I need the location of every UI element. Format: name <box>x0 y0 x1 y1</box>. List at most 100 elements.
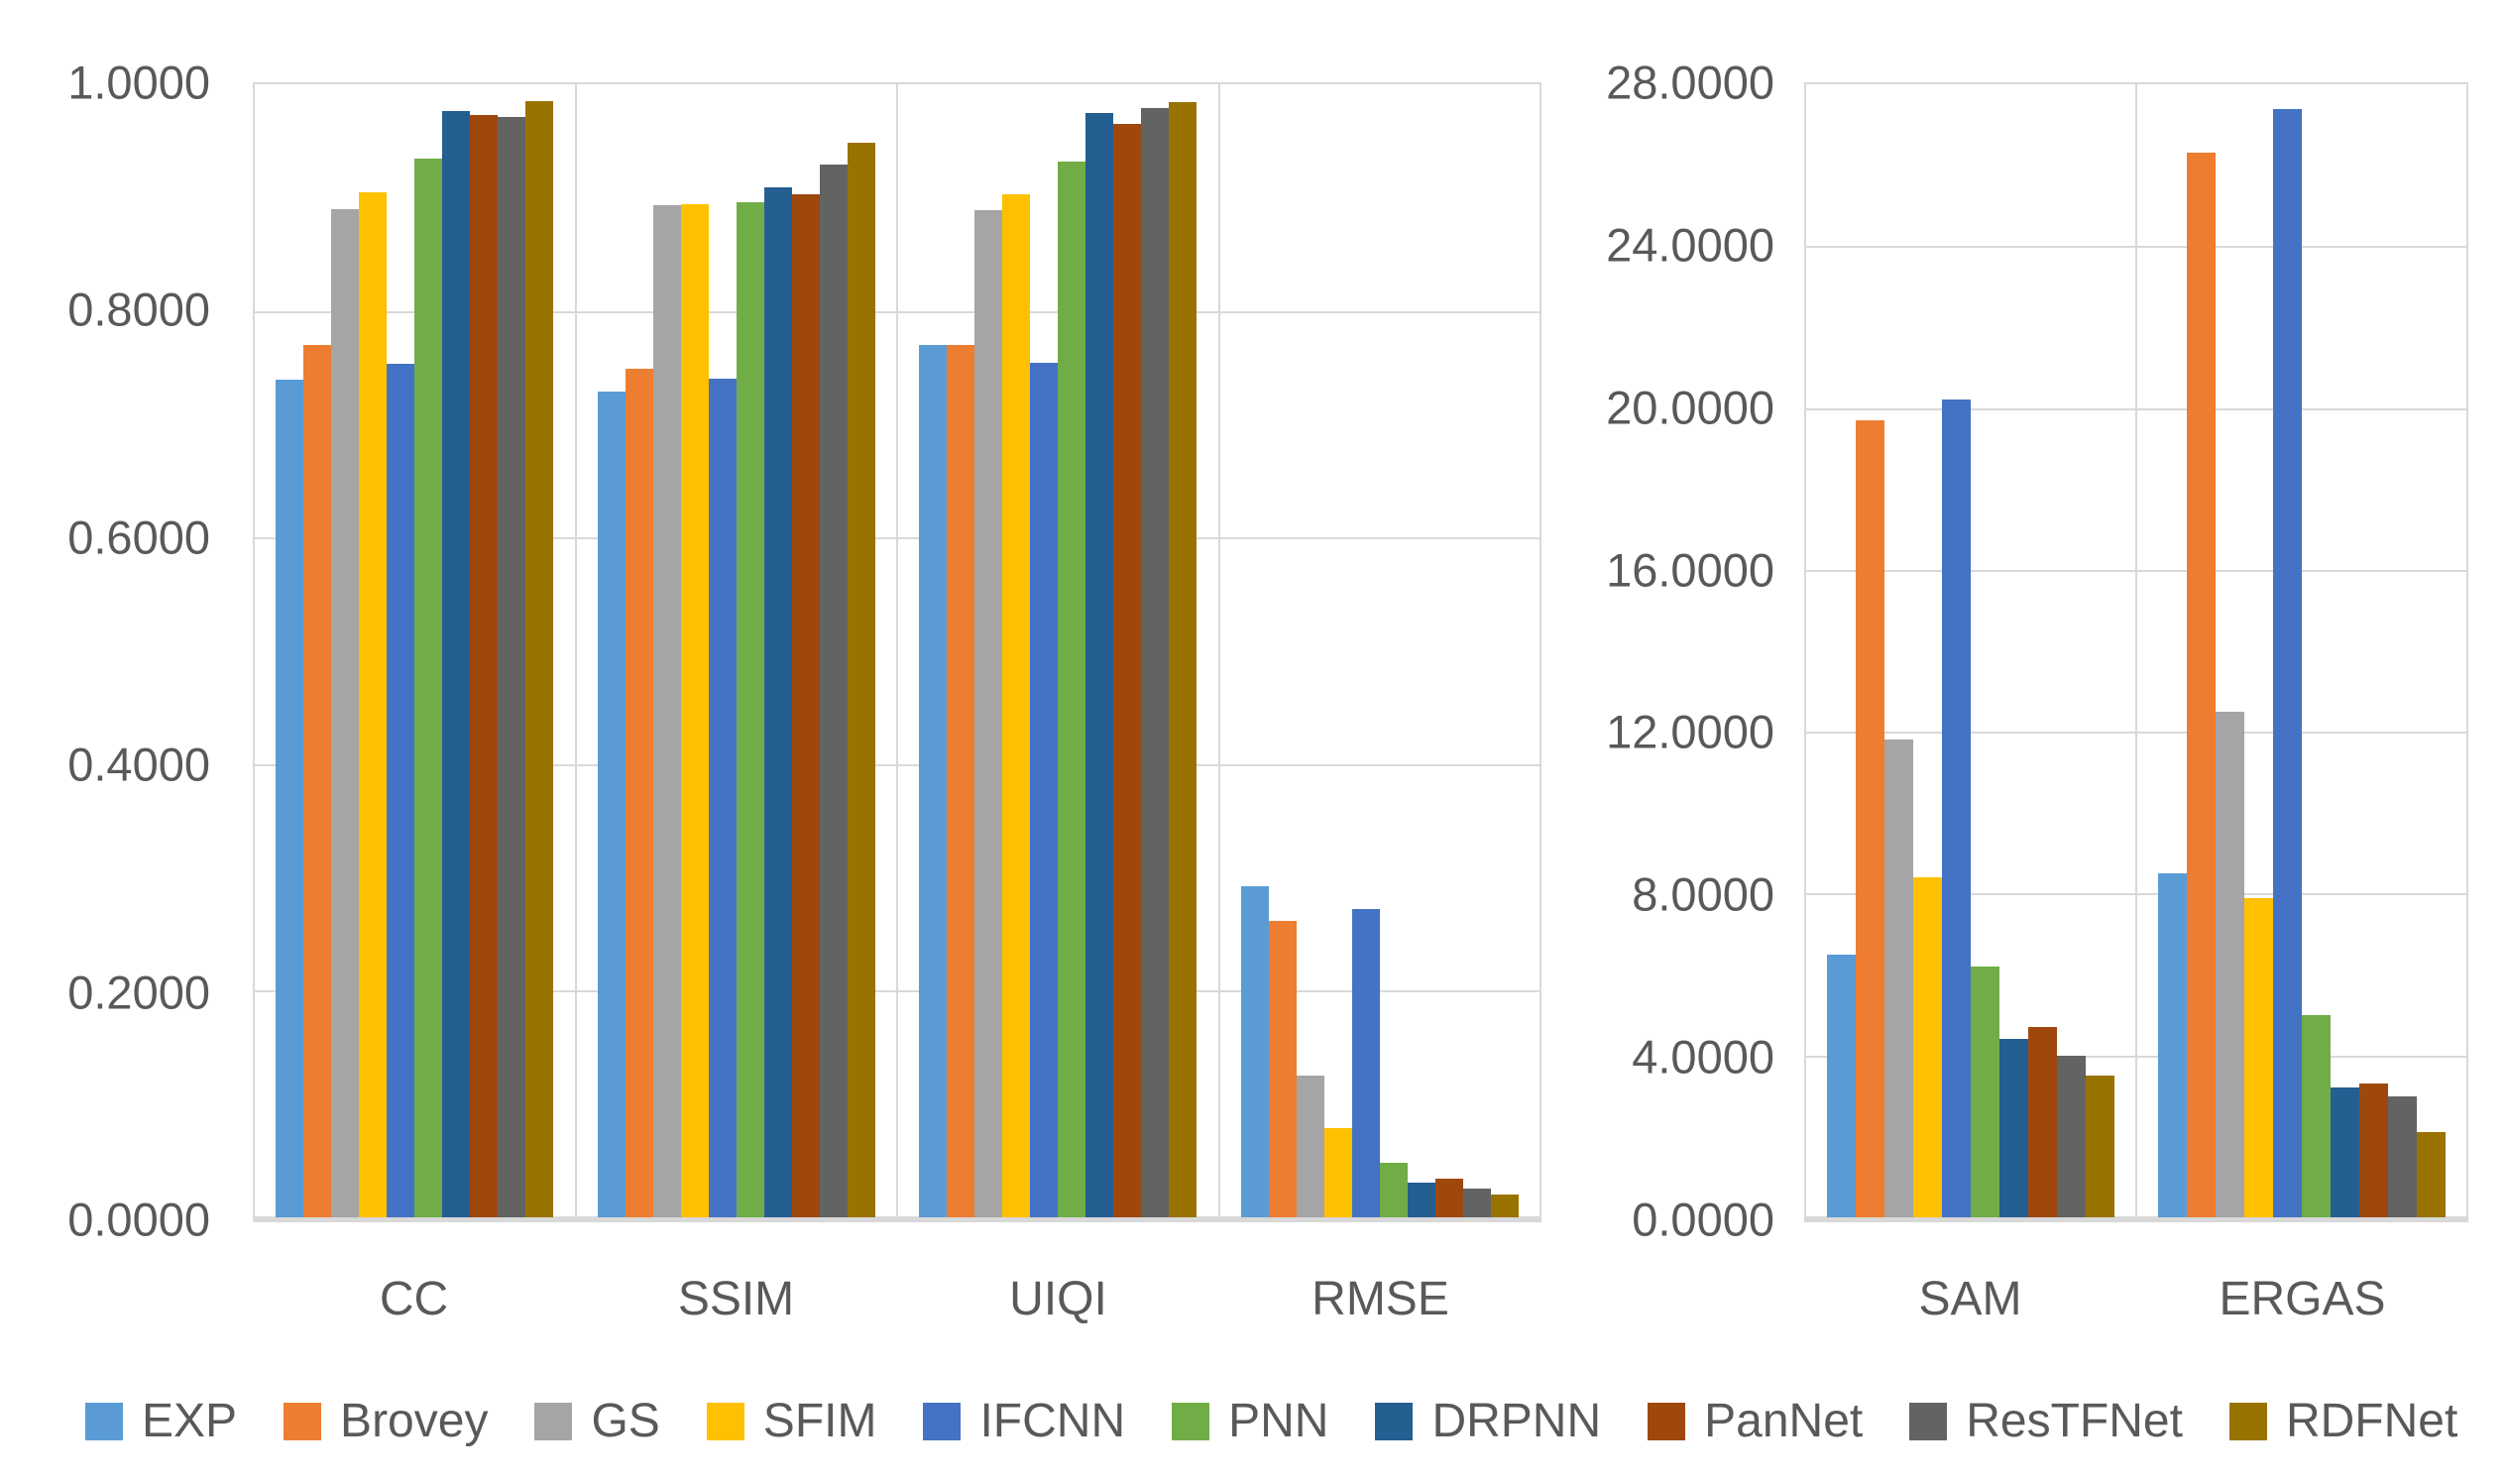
x-category-label-RMSE: RMSE <box>1311 1273 1449 1325</box>
bar-ResTFNet-ERGAS <box>2388 1095 2417 1217</box>
bar-SFIM-CC <box>359 191 388 1217</box>
bar-SFIM-ERGAS <box>2244 897 2273 1217</box>
legend-label-PNN: PNN <box>1228 1395 1329 1447</box>
legend-label-SFIM: SFIM <box>762 1395 877 1447</box>
category-group-UIQI <box>898 84 1220 1217</box>
legend-label-EXP: EXP <box>142 1395 238 1447</box>
gridline <box>255 537 1539 540</box>
right-y-axis: 28.0000 24.0000 20.0000 16.0000 12.0000 8.000… <box>1485 59 1774 1243</box>
bar-Brovey-UIQI <box>947 344 975 1217</box>
legend-label-DRPNN: DRPNN <box>1431 1395 1602 1447</box>
y-tick-label-16.0000: 16.0000 <box>1606 543 1774 597</box>
bar-SFIM-SAM <box>1913 877 1942 1217</box>
legend-item-PanNet: PanNet <box>1648 1394 1863 1448</box>
x-category-label-UIQI: UIQI <box>1009 1273 1107 1325</box>
bar-ResTFNet-CC <box>498 117 526 1217</box>
bar-PNN-CC <box>414 159 443 1217</box>
bar-SFIM-SSIM <box>680 204 709 1217</box>
bar-PanNet-CC <box>470 114 499 1217</box>
bar-Brovey-ERGAS <box>2187 153 2216 1217</box>
y-tick-label-0.0000: 0.0000 <box>67 1193 210 1246</box>
bar-DRPNN-SSIM <box>763 187 792 1217</box>
bar-ResTFNet-UIQI <box>1141 108 1170 1217</box>
bar-GS-CC <box>331 208 360 1217</box>
right-x-axis-categories: SAM ERGAS <box>1804 1272 2468 1326</box>
bar-GS-UIQI <box>974 209 1003 1217</box>
bar-PanNet-UIQI <box>1113 124 1142 1217</box>
bar-DRPNN-ERGAS <box>2331 1087 2359 1217</box>
bar-IFCNN-SAM <box>1942 400 1971 1217</box>
legend: EXP Brovey GS SFIM IFCNN PNN DRPNN PanNet ResTFN… <box>85 1394 2464 1448</box>
legend-item-ResTFNet: ResTFNet <box>1909 1394 2183 1448</box>
y-tick-label-1.0000: 1.0000 <box>67 56 210 109</box>
bar-ResTFNet-SAM <box>2057 1055 2086 1217</box>
legend-item-IFCNN: IFCNN <box>923 1394 1125 1448</box>
y-tick-label-24.0000: 24.0000 <box>1606 218 1774 272</box>
x-category-label-CC: CC <box>379 1273 449 1325</box>
y-tick-label-0.8000: 0.8000 <box>67 283 210 336</box>
bar-EXP-UIQI <box>919 344 948 1217</box>
bar-EXP-ERGAS <box>2158 873 2187 1217</box>
bar-Brovey-SSIM <box>625 368 653 1217</box>
gridline <box>255 990 1539 993</box>
bar-IFCNN-RMSE <box>1351 909 1380 1217</box>
gridline <box>1806 569 2466 572</box>
category-group-SSIM <box>577 84 898 1217</box>
category-group-SAM <box>1806 84 2137 1217</box>
y-tick-label-12.0000: 12.0000 <box>1606 705 1774 758</box>
legend-item-DRPNN: DRPNN <box>1375 1394 1601 1448</box>
legend-swatch-RDFNet <box>2228 1402 2267 1440</box>
right-plot-area <box>1804 82 2468 1222</box>
bar-IFCNN-UIQI <box>1030 363 1059 1217</box>
bar-Brovey-SAM <box>1856 419 1884 1217</box>
legend-label-RDFNet: RDFNet <box>2285 1395 2458 1447</box>
y-tick-label-28.0000: 28.0000 <box>1606 56 1774 109</box>
legend-item-SFIM: SFIM <box>706 1394 877 1448</box>
left-x-axis-line <box>253 1216 1541 1222</box>
bar-Brovey-RMSE <box>1268 920 1297 1217</box>
gridline <box>1806 407 2466 410</box>
bar-EXP-CC <box>276 380 304 1217</box>
category-group-RMSE <box>1220 84 1540 1217</box>
legend-label-GS: GS <box>591 1395 660 1447</box>
legend-item-PNN: PNN <box>1172 1394 1328 1448</box>
legend-label-PanNet: PanNet <box>1704 1395 1864 1447</box>
y-tick-label-4.0000: 4.0000 <box>1632 1030 1774 1084</box>
bar-EXP-RMSE <box>1240 886 1269 1217</box>
gridline <box>1806 1055 2466 1058</box>
plot-groups <box>255 84 1539 1217</box>
x-category-label-ERGAS: ERGAS <box>2219 1273 2386 1325</box>
bar-SFIM-RMSE <box>1323 1127 1352 1217</box>
y-tick-label-0.6000: 0.6000 <box>67 511 210 564</box>
y-tick-label-0.0000: 0.0000 <box>1632 1193 1774 1246</box>
legend-swatch-PNN <box>1172 1402 1210 1440</box>
bar-PNN-UIQI <box>1058 161 1086 1217</box>
legend-item-RDFNet: RDFNet <box>2228 1394 2458 1448</box>
bar-IFCNN-SSIM <box>708 379 737 1217</box>
bar-PNN-ERGAS <box>2302 1014 2331 1217</box>
bar-ResTFNet-SSIM <box>819 165 848 1217</box>
bar-ResTFNet-RMSE <box>1462 1189 1491 1217</box>
legend-item-GS: GS <box>534 1394 660 1448</box>
bar-PanNet-ERGAS <box>2359 1084 2388 1217</box>
x-category-label-SAM: SAM <box>1918 1273 2022 1325</box>
x-category-label-SSIM: SSIM <box>677 1273 795 1325</box>
gridline <box>255 763 1539 766</box>
bar-PanNet-SAM <box>2028 1027 2057 1217</box>
bar-Brovey-CC <box>303 344 332 1217</box>
y-tick-label-0.4000: 0.4000 <box>67 738 210 791</box>
bar-IFCNN-ERGAS <box>2273 108 2302 1217</box>
bar-RDFNet-UIQI <box>1169 102 1197 1217</box>
bar-RDFNet-SSIM <box>847 143 875 1217</box>
legend-swatch-ResTFNet <box>1909 1402 1948 1440</box>
bar-PanNet-RMSE <box>1434 1179 1463 1217</box>
bar-DRPNN-SAM <box>1999 1039 2028 1217</box>
right-x-axis-line <box>1804 1216 2468 1222</box>
bar-PNN-RMSE <box>1379 1163 1408 1217</box>
legend-item-EXP: EXP <box>85 1394 237 1448</box>
bar-GS-SSIM <box>652 205 681 1217</box>
legend-swatch-PanNet <box>1648 1402 1686 1440</box>
legend-swatch-GS <box>534 1402 573 1440</box>
bar-EXP-SAM <box>1827 954 1856 1217</box>
